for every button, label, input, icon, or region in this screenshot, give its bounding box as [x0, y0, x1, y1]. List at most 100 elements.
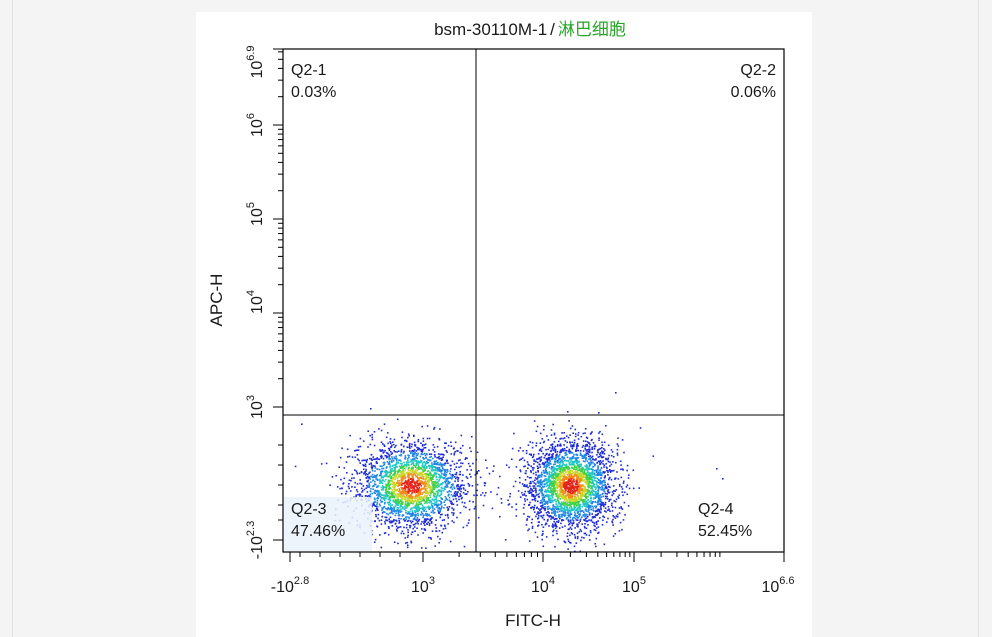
- event-dot: [439, 500, 441, 502]
- event-dot: [587, 450, 589, 453]
- event-dot: [402, 479, 404, 481]
- event-dot: [569, 526, 572, 529]
- event-dot: [581, 477, 584, 479]
- event-dot: [355, 449, 357, 452]
- event-dot: [444, 499, 446, 502]
- event-dot: [626, 469, 628, 472]
- event-dot: [423, 499, 426, 501]
- event-dot: [394, 485, 396, 487]
- event-dot: [592, 507, 595, 509]
- event-dot: [394, 502, 397, 505]
- event-dot: [432, 444, 435, 446]
- event-dot: [578, 513, 580, 516]
- event-dot: [411, 462, 413, 465]
- event-dot: [545, 479, 547, 481]
- event-dot: [511, 458, 513, 461]
- event-dot: [437, 473, 440, 476]
- event-dot: [523, 465, 525, 468]
- event-dot: [468, 485, 471, 487]
- event-dot: [367, 479, 369, 482]
- event-dot: [437, 457, 440, 459]
- event-dot: [372, 479, 374, 482]
- event-dot: [572, 498, 574, 501]
- event-dot: [405, 465, 408, 468]
- event-dot: [541, 488, 543, 490]
- event-dot: [558, 478, 560, 481]
- event-dot: [374, 465, 376, 467]
- event-dot: [580, 530, 583, 532]
- event-dot: [481, 492, 484, 494]
- event-dot: [440, 489, 443, 492]
- event-dot: [383, 506, 385, 509]
- event-dot: [374, 538, 377, 541]
- event-dot: [567, 436, 570, 439]
- event-dot: [397, 510, 400, 512]
- event-dot: [600, 456, 603, 458]
- event-dot: [434, 486, 436, 489]
- event-dot: [450, 493, 453, 496]
- event-dot: [527, 529, 529, 532]
- event-dot: [453, 476, 456, 478]
- event-dot: [369, 434, 371, 437]
- event-dot: [576, 507, 579, 510]
- event-dot: [543, 507, 545, 510]
- event-dot: [542, 514, 545, 517]
- event-dot: [552, 488, 555, 490]
- event-dot: [600, 504, 602, 507]
- event-dot: [421, 465, 423, 467]
- event-dot: [492, 470, 494, 472]
- event-dot: [381, 465, 383, 468]
- event-dot: [571, 502, 574, 504]
- event-dot: [586, 437, 589, 439]
- event-dot: [424, 521, 426, 523]
- event-dot: [570, 483, 573, 485]
- event-dot: [578, 515, 580, 517]
- event-dot: [570, 479, 572, 481]
- event-dot: [396, 470, 398, 473]
- event-dot: [389, 495, 392, 498]
- event-dot: [421, 445, 424, 447]
- event-dot: [419, 507, 421, 510]
- event-dot: [395, 459, 398, 462]
- event-dot: [580, 465, 582, 468]
- event-dot: [566, 535, 569, 538]
- event-dot: [437, 469, 439, 471]
- event-dot: [385, 488, 388, 491]
- event-dot: [426, 523, 428, 525]
- event-dot: [550, 490, 553, 493]
- event-dot: [355, 489, 358, 491]
- event-dot: [400, 482, 402, 484]
- event-dot: [417, 513, 419, 515]
- event-dot: [371, 473, 374, 476]
- event-dot: [549, 487, 552, 490]
- event-dot: [429, 491, 431, 494]
- event-dot: [441, 531, 443, 534]
- event-dot: [363, 473, 365, 475]
- event-dot: [381, 515, 383, 518]
- event-dot: [544, 468, 547, 471]
- event-dot: [391, 492, 394, 495]
- event-dot: [588, 483, 590, 485]
- event-dot: [587, 453, 590, 456]
- event-dot: [561, 489, 564, 492]
- event-dot: [354, 469, 356, 471]
- event-dot: [614, 533, 617, 535]
- event-dot: [621, 488, 624, 490]
- event-dot: [429, 518, 431, 521]
- event-dot: [388, 487, 390, 489]
- event-dot: [584, 502, 586, 505]
- event-dot: [627, 477, 630, 479]
- event-dot: [542, 533, 544, 535]
- event-dot: [569, 493, 572, 496]
- event-dot: [541, 506, 544, 509]
- event-dot: [574, 428, 577, 431]
- event-dot: [430, 479, 433, 481]
- event-dot: [388, 491, 391, 493]
- event-dot: [422, 481, 424, 484]
- event-dot: [420, 442, 422, 444]
- event-dot: [396, 527, 399, 529]
- event-dot: [581, 457, 584, 460]
- event-dot: [398, 465, 401, 468]
- event-dot: [600, 477, 602, 479]
- event-dot: [593, 505, 596, 508]
